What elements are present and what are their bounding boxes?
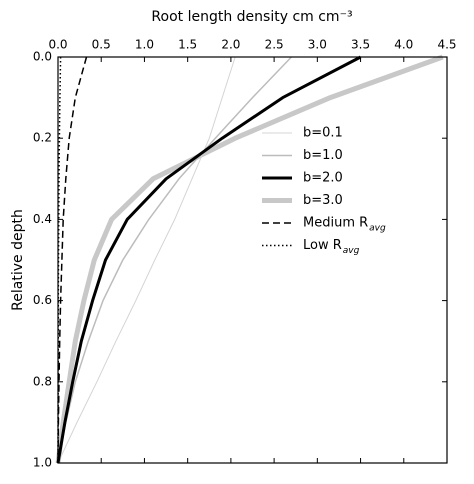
series-line bbox=[57, 56, 292, 464]
y-tick-label: 1.0 bbox=[33, 456, 52, 470]
y-tick-label: 0.6 bbox=[33, 293, 52, 307]
x-tick-label: 4.0 bbox=[394, 38, 413, 52]
x-tick-label: 0.5 bbox=[92, 38, 111, 52]
x-tick-label: 4.5 bbox=[437, 38, 456, 52]
legend-label: b=1.0 bbox=[303, 148, 343, 163]
x-tick-label: 2.0 bbox=[221, 38, 240, 52]
x-tick-label: 3.0 bbox=[308, 38, 327, 52]
legend-subscript: avg bbox=[369, 224, 386, 234]
y-tick-label: 0.4 bbox=[33, 212, 52, 226]
legend-subscript: avg bbox=[343, 246, 360, 256]
legend-label: Medium R bbox=[303, 216, 368, 231]
y-tick-label: 0.0 bbox=[33, 50, 52, 64]
series-line bbox=[55, 54, 444, 464]
legend-label: b=0.1 bbox=[303, 126, 343, 141]
y-tick-label: 0.2 bbox=[33, 131, 52, 145]
legend-label: b=3.0 bbox=[303, 193, 343, 208]
x-tick-label: 0.0 bbox=[48, 38, 67, 52]
legend-label: Low R bbox=[303, 238, 342, 253]
x-tick-label: 1.5 bbox=[178, 38, 197, 52]
plot-frame bbox=[57, 56, 448, 464]
series-line bbox=[57, 56, 236, 464]
x-tick-label: 3.5 bbox=[351, 38, 370, 52]
y-axis-label: Relative depth bbox=[10, 209, 26, 311]
x-tick-label: 1.0 bbox=[135, 38, 154, 52]
series-line bbox=[57, 56, 88, 464]
legend-label: b=2.0 bbox=[303, 171, 343, 186]
x-tick-label: 2.5 bbox=[265, 38, 284, 52]
chart-title: Root length density cm cm⁻³ bbox=[151, 9, 352, 25]
y-tick-label: 0.8 bbox=[33, 374, 52, 388]
series-line bbox=[56, 55, 362, 464]
